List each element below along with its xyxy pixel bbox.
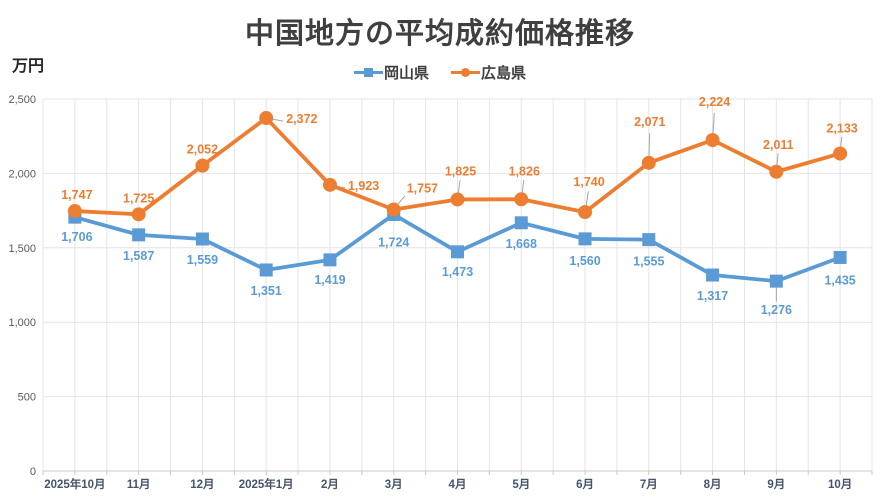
data-label-hiroshima: 2,224 (699, 95, 730, 109)
x-tick-label: 2025年1月 (239, 477, 294, 491)
chart-legend: 岡山県 広島県 (0, 62, 880, 83)
data-label-hiroshima: 1,725 (123, 191, 154, 205)
data-point-marker-okayama (514, 216, 528, 230)
x-tick-label: 3月 (385, 478, 403, 491)
legend-circle-icon (461, 68, 470, 77)
x-tick-label: 7月 (640, 478, 658, 491)
data-point-marker-hiroshima (195, 158, 210, 173)
data-label-okayama: 1,276 (761, 303, 792, 317)
data-label-okayama: 1,419 (314, 273, 345, 287)
y-tick-label: 500 (18, 392, 36, 404)
data-point-marker-okayama (323, 253, 337, 267)
data-point-marker-okayama (706, 268, 720, 282)
data-point-marker-okayama (642, 233, 656, 247)
data-point-marker-hiroshima (705, 133, 720, 148)
data-label-hiroshima: 2,071 (634, 115, 665, 129)
data-label-hiroshima: 1,747 (61, 188, 92, 202)
data-point-marker-hiroshima (641, 155, 656, 170)
data-label-hiroshima: 1,826 (509, 164, 540, 178)
chart-title: 中国地方の平均成約価格推移 (244, 18, 635, 50)
data-label-okayama: 1,706 (61, 230, 92, 244)
data-label-hiroshima: 1,923 (348, 179, 379, 193)
data-label-hiroshima: 2,372 (286, 112, 317, 126)
data-point-marker-okayama (451, 245, 464, 259)
data-label-okayama: 1,555 (633, 255, 664, 269)
data-point-marker-hiroshima (833, 146, 848, 161)
x-tick-label: 12月 (190, 478, 214, 491)
x-tick-label: 8月 (704, 478, 722, 491)
data-point-marker-okayama (259, 263, 273, 277)
y-tick-label: 1,500 (8, 243, 36, 255)
x-tick-label: 9月 (767, 478, 785, 491)
y-axis-unit-label: 万円 (12, 58, 45, 75)
data-label-hiroshima: 1,757 (407, 182, 438, 196)
data-label-okayama: 1,560 (569, 254, 600, 268)
data-point-marker-hiroshima (514, 192, 529, 207)
data-label-okayama: 1,473 (442, 265, 473, 279)
data-point-marker-okayama (132, 228, 146, 242)
x-tick-label: 2月 (321, 478, 339, 491)
data-point-marker-okayama (578, 232, 592, 246)
data-label-okayama: 1,435 (824, 273, 855, 287)
x-tick-label: 5月 (512, 478, 530, 491)
okayama-series-marker-icon (353, 66, 383, 79)
x-tick-label: 10月 (828, 478, 852, 491)
data-label-hiroshima: 2,133 (826, 122, 857, 136)
data-label-hiroshima: 1,825 (445, 164, 476, 178)
data-label-okayama: 1,668 (506, 237, 537, 251)
data-label-okayama: 1,317 (697, 289, 728, 303)
x-tick-label: 2025年10月 (44, 477, 105, 491)
data-label-okayama: 1,587 (123, 249, 154, 263)
data-point-marker-okayama (195, 232, 209, 246)
x-tick-label: 4月 (449, 478, 467, 491)
x-tick-label: 6月 (576, 478, 594, 491)
legend-item-okayama: 岡山県 (353, 62, 429, 83)
data-point-marker-hiroshima (67, 204, 82, 219)
data-label-okayama: 1,724 (378, 235, 409, 249)
y-tick-label: 2,000 (8, 168, 36, 180)
data-point-marker-okayama (833, 250, 847, 264)
data-label-okayama: 1,559 (187, 253, 218, 267)
data-point-marker-hiroshima (259, 111, 274, 126)
data-label-hiroshima: 2,052 (187, 143, 218, 157)
legend-label-okayama: 岡山県 (383, 65, 429, 82)
data-point-marker-hiroshima (386, 202, 401, 217)
data-point-marker-hiroshima (450, 192, 465, 207)
data-point-marker-hiroshima (322, 177, 337, 192)
data-point-marker-hiroshima (131, 207, 146, 222)
data-label-hiroshima: 1,740 (573, 175, 604, 189)
data-point-marker-hiroshima (578, 205, 593, 220)
data-point-marker-hiroshima (769, 164, 784, 179)
x-tick-label: 11月 (127, 478, 151, 491)
y-tick-label: 2,500 (8, 94, 36, 106)
hiroshima-series-marker-icon (451, 66, 480, 79)
legend-square-icon (363, 68, 373, 77)
data-label-okayama: 1,351 (251, 284, 282, 298)
y-tick-label: 0 (30, 466, 36, 478)
data-point-marker-okayama (769, 274, 783, 288)
y-tick-label: 1,000 (8, 317, 36, 329)
data-label-hiroshima: 2,011 (763, 138, 794, 152)
legend-label-hiroshima: 広島県 (481, 65, 527, 82)
legend-item-hiroshima: 広島県 (451, 62, 526, 83)
